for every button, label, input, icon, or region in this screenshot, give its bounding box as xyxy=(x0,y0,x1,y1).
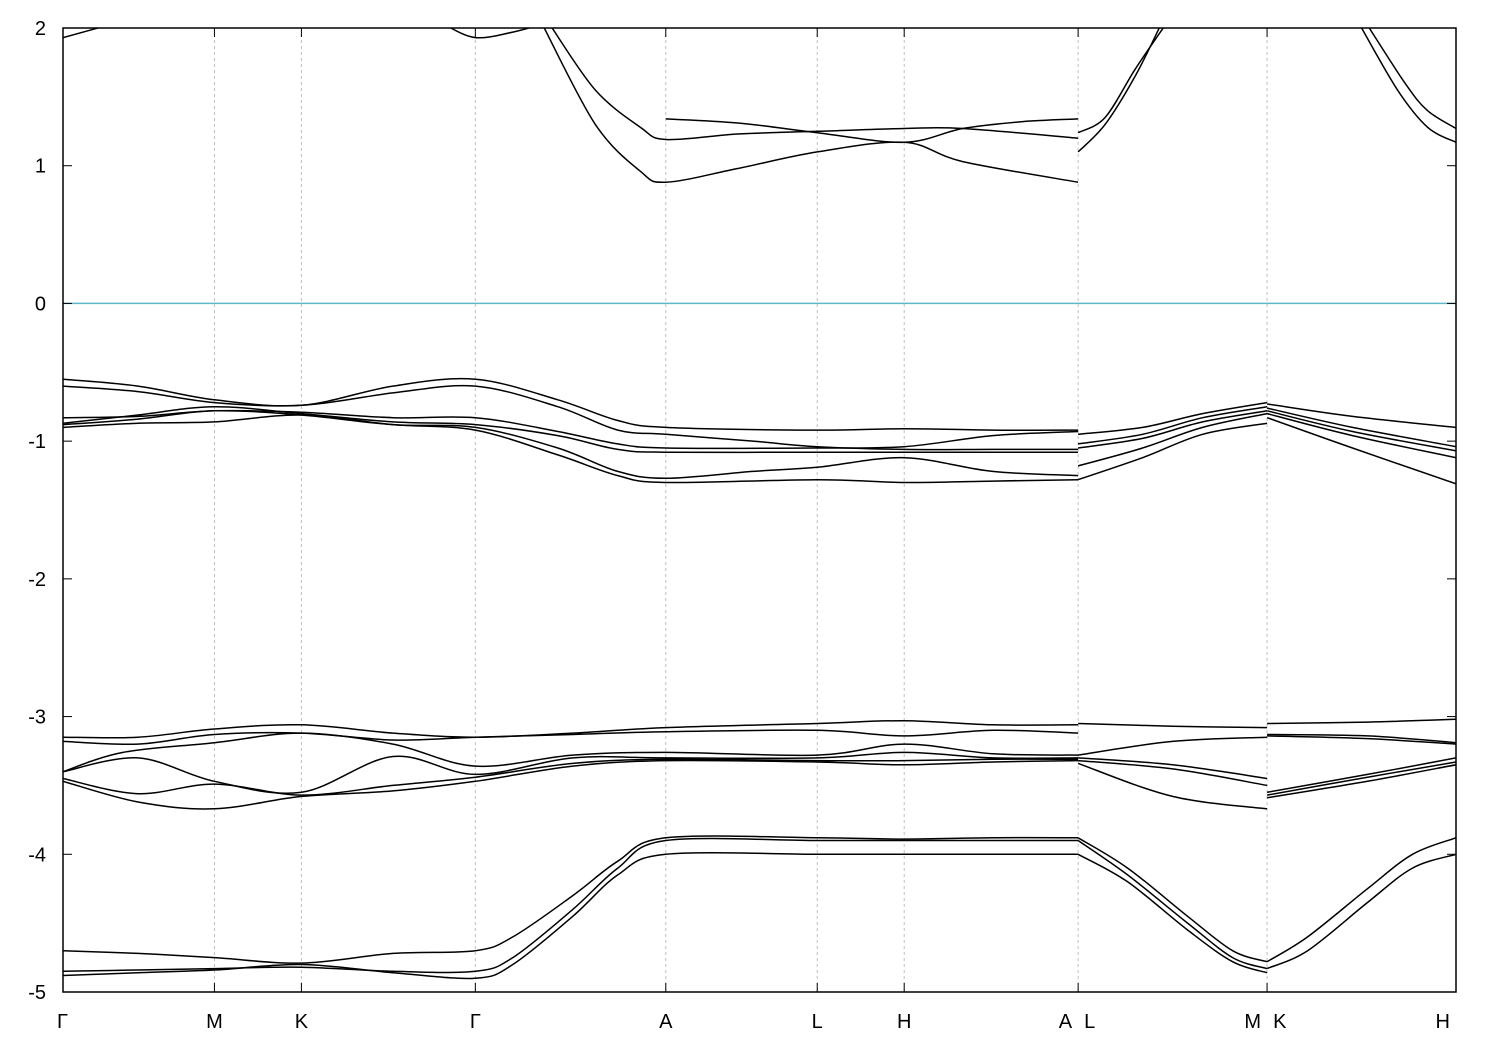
band-line-25 xyxy=(63,719,1079,739)
band-line-12 xyxy=(63,405,1079,454)
band-line-31 xyxy=(1078,722,1268,729)
band-line-39 xyxy=(1266,757,1456,794)
kpoint-label: Γ xyxy=(57,1011,68,1033)
band-line-1 xyxy=(449,28,532,39)
band-line-44 xyxy=(63,852,1079,980)
kpoint-label: L xyxy=(812,1011,823,1033)
band-line-26 xyxy=(63,729,1079,746)
kpoint-label: K xyxy=(1273,1011,1287,1033)
band-line-8 xyxy=(1360,28,1456,143)
band-line-22 xyxy=(1266,410,1456,452)
band-line-34 xyxy=(1078,759,1268,787)
band-line-15 xyxy=(1078,401,1268,436)
band-line-3 xyxy=(543,28,1079,184)
band-line-23 xyxy=(1266,412,1456,459)
band-line-33 xyxy=(1078,757,1268,780)
band-line-30 xyxy=(63,759,1079,810)
band-line-29 xyxy=(63,758,1079,796)
band-line-20 xyxy=(1266,403,1456,429)
band-line-41 xyxy=(1266,764,1456,799)
band-line-17 xyxy=(1077,410,1268,449)
band-line-43 xyxy=(63,837,1079,974)
band-line-47 xyxy=(1077,853,1268,974)
kpoint-label: A xyxy=(659,1011,673,1033)
y-tick-label: -1 xyxy=(28,431,46,453)
band-line-28 xyxy=(63,751,1079,795)
band-line-7 xyxy=(1368,28,1456,130)
band-line-40 xyxy=(1266,761,1456,796)
band-line-48 xyxy=(1266,837,1456,963)
band-line-6 xyxy=(1077,28,1161,153)
y-tick-label: 2 xyxy=(35,18,46,40)
kpoint-label: Γ xyxy=(470,1011,481,1033)
band-line-14 xyxy=(63,414,1079,484)
y-tick-label: -2 xyxy=(28,569,46,591)
band-line-19 xyxy=(1077,422,1268,481)
y-tick-label: 1 xyxy=(35,156,46,178)
band-line-24 xyxy=(1266,416,1456,485)
kpoint-label: K xyxy=(295,1011,309,1033)
y-axis-ticks: 2 1 0 -1 -2 -3 -4 -5 xyxy=(28,18,1456,1004)
band-line-46 xyxy=(1077,839,1268,970)
band-line-0 xyxy=(63,28,101,39)
kpoint-label: H xyxy=(897,1011,911,1033)
y-tick-label: -3 xyxy=(28,707,46,729)
band-line-16 xyxy=(1077,405,1268,445)
band-line-13 xyxy=(63,409,1079,480)
band-line-36 xyxy=(1267,718,1456,725)
kpoint-label: M xyxy=(206,1011,223,1033)
kpoint-label: H xyxy=(1436,1011,1450,1033)
band-line-45 xyxy=(1077,837,1268,963)
kpoint-label: L xyxy=(1084,1011,1095,1033)
band-line-21 xyxy=(1266,407,1456,448)
band-line-9 xyxy=(63,377,1079,431)
band-line-49 xyxy=(1266,853,1456,970)
band-line-37 xyxy=(1267,733,1456,744)
band-line-42 xyxy=(63,835,1079,964)
band-line-18 xyxy=(1077,412,1268,467)
plot-frame xyxy=(62,27,1457,993)
band-line-4 xyxy=(665,118,1079,144)
band-line-2 xyxy=(551,28,1079,141)
band-line-10 xyxy=(63,384,1079,451)
y-tick-label: 0 xyxy=(35,293,46,315)
kpoint-label: A xyxy=(1059,1011,1073,1033)
band-line-38 xyxy=(1267,735,1456,745)
kpoint-grid xyxy=(213,28,1268,992)
band-line-32 xyxy=(1077,736,1268,756)
band-line-27 xyxy=(63,732,1079,773)
band-curves xyxy=(63,28,1456,980)
kpoint-label: M xyxy=(1244,1011,1261,1033)
y-tick-label: -4 xyxy=(28,844,46,866)
band-line-35 xyxy=(1077,762,1268,810)
y-tick-label: -5 xyxy=(28,982,46,1004)
